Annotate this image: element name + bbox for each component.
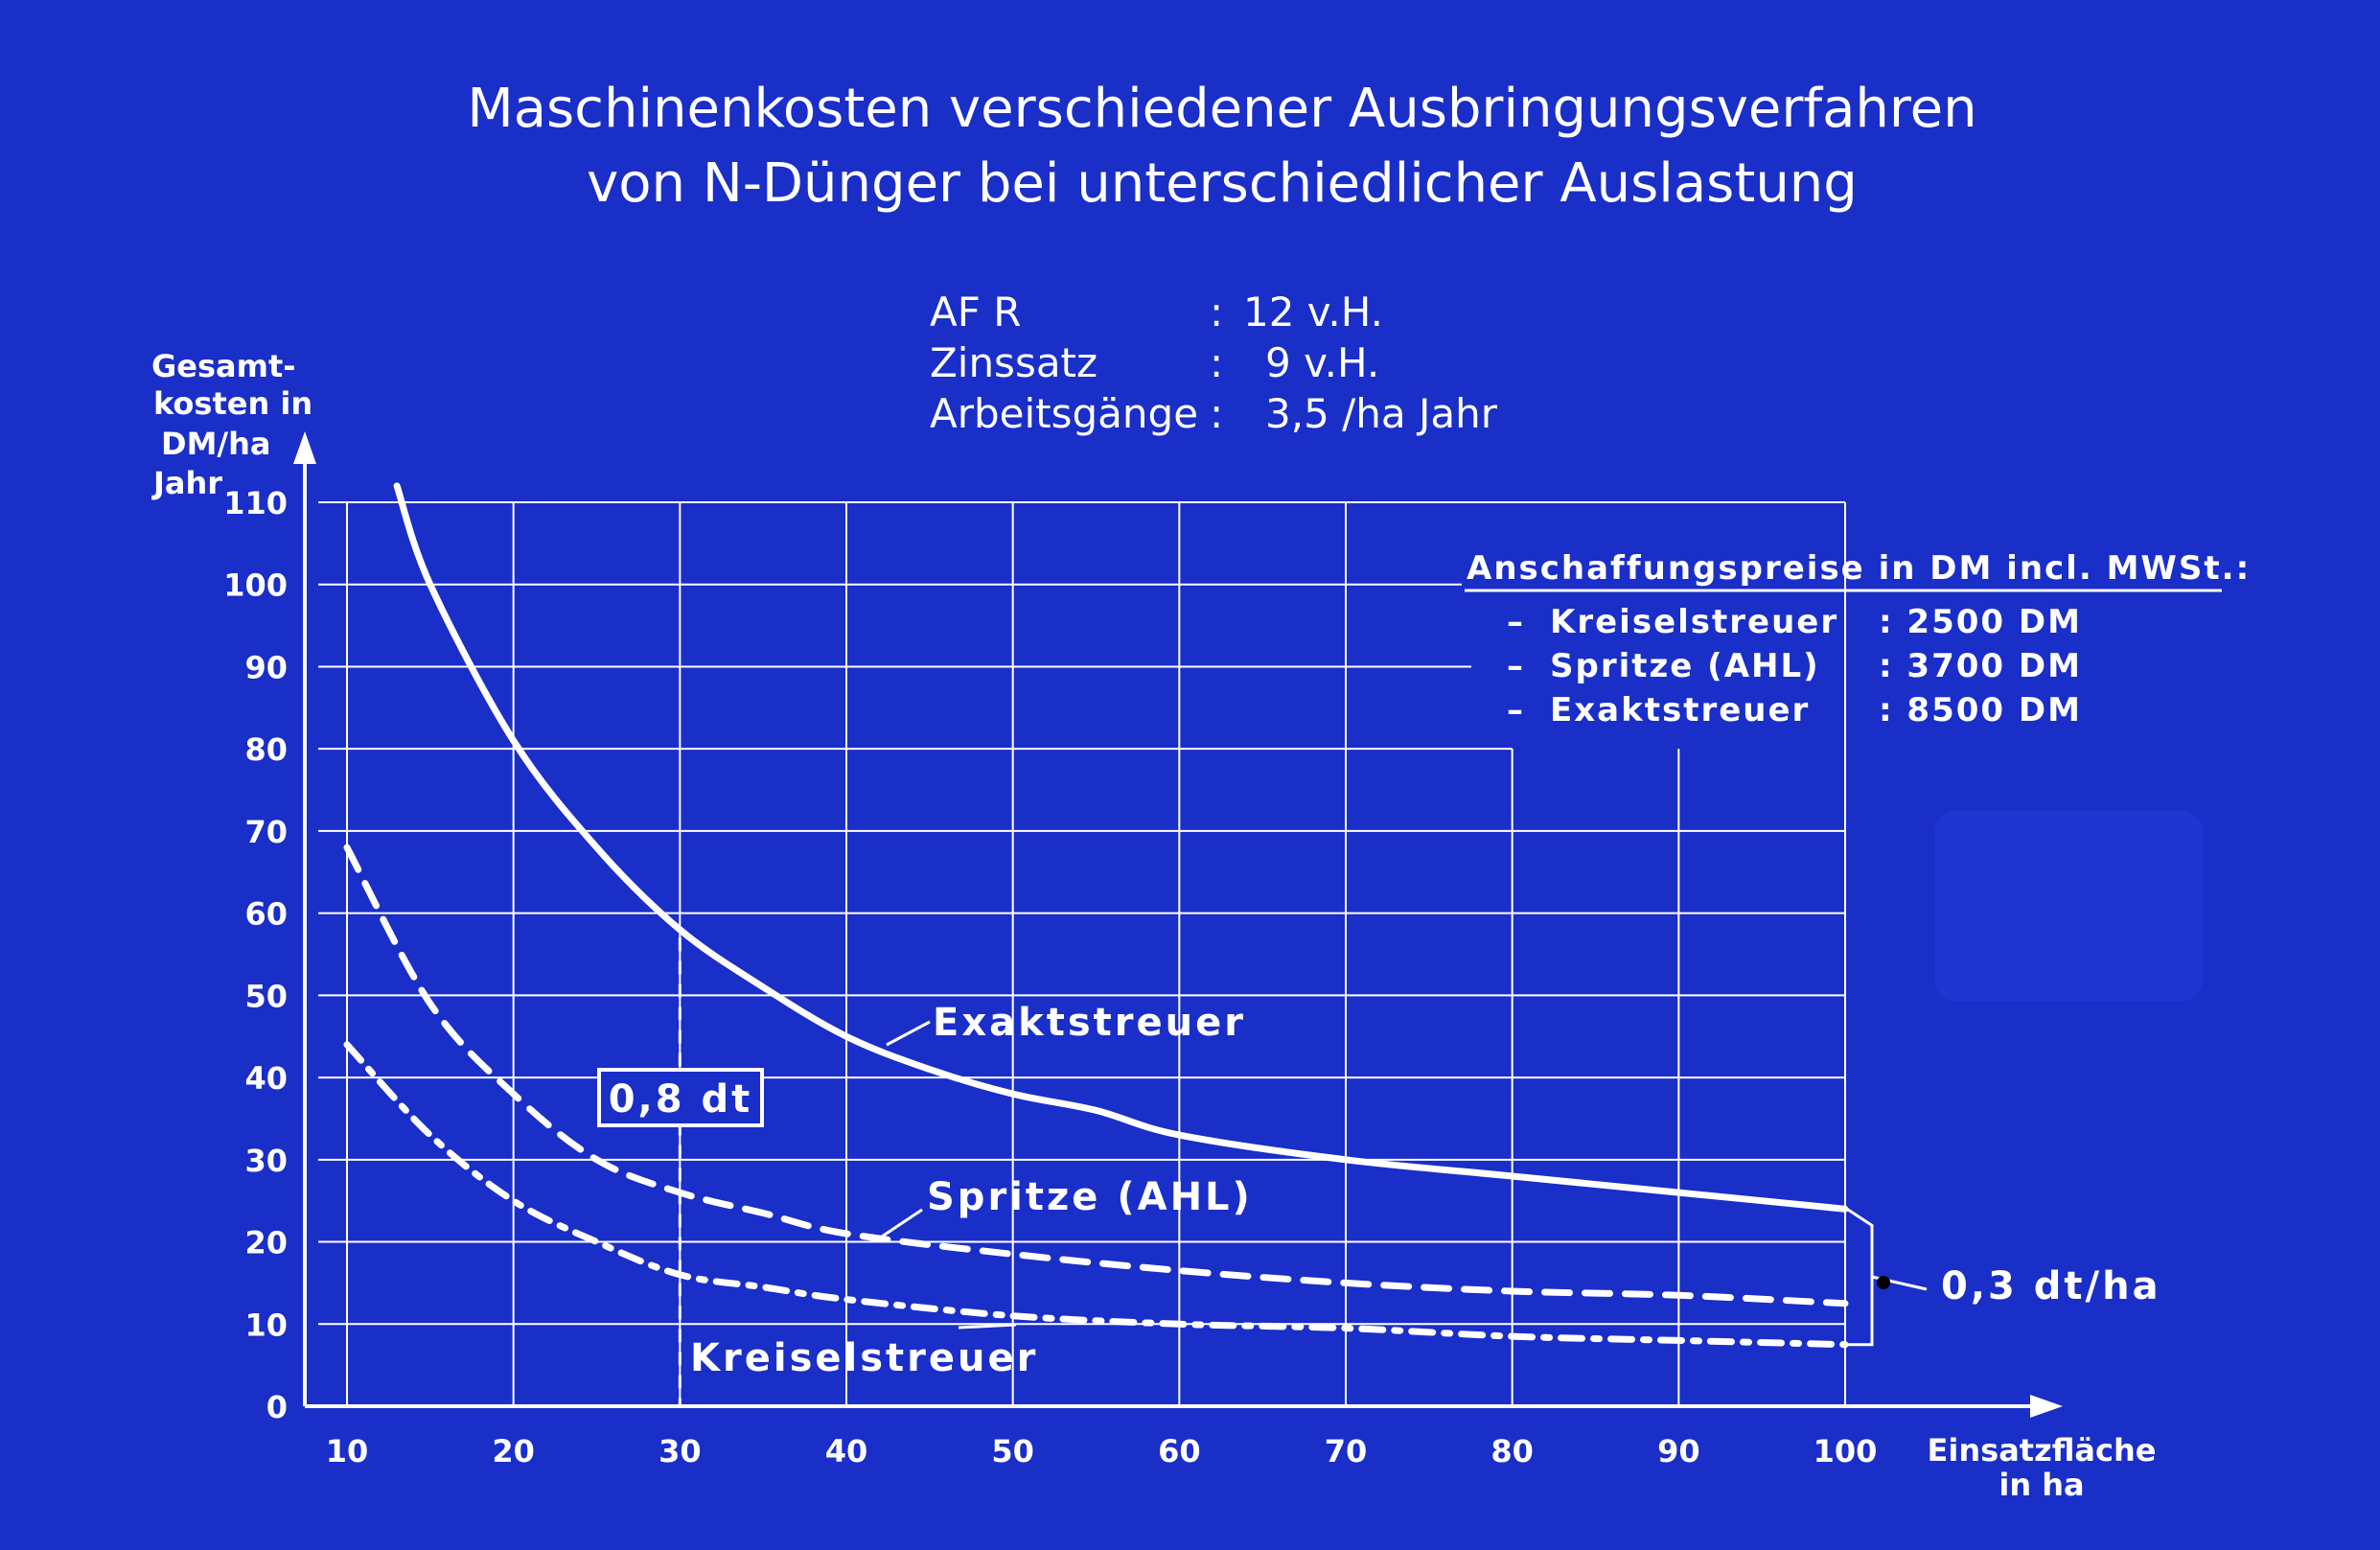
curve-label-spritze: Spritze (AHL) — [927, 1175, 1253, 1219]
leader-spritze — [881, 1208, 923, 1238]
legend-name-kreiselstreuer: Kreiselstreuer — [1550, 603, 1838, 641]
legend-price-spritze: : 3700 DM — [1879, 647, 2082, 685]
x-tick-label-70: 70 — [1325, 1433, 1368, 1469]
legend-dash-kreiselstreuer: – — [1507, 603, 1525, 641]
param-label-arbeitsgaenge: Arbeitsgänge — [930, 390, 1198, 437]
curve-label-kreiselstreuer: Kreiselstreuer — [690, 1336, 1038, 1380]
x-axis-label-line-1: Einsatzfläche — [1928, 1432, 2157, 1469]
y-tick-label-0: 0 — [266, 1389, 288, 1425]
curve-label-exaktstreuer: Exaktstreuer — [933, 1001, 1246, 1045]
x-tick-label-30: 30 — [659, 1433, 702, 1469]
param-value-arbeitsgaenge: 3,5 /ha Jahr — [1265, 390, 1498, 437]
price-legend: Anschaffungspreise in DM incl. MWSt.: – … — [1465, 549, 2251, 729]
y-tick-label-60: 60 — [244, 896, 288, 933]
legend-price-kreiselstreuer: : 2500 DM — [1879, 603, 2082, 641]
y-axis-label-line-1: Gesamt- — [151, 348, 296, 384]
y-tick-label-110: 110 — [223, 485, 288, 521]
axes: 10 20 30 40 50 60 70 80 90 100 0 10 20 30 40 50 60 70 80 90… — [223, 431, 2063, 1469]
param-sep-afa: : — [1210, 289, 1223, 335]
annotation-0-8-dt-box — [597, 1068, 764, 1127]
y-tick-label-80: 80 — [244, 731, 288, 768]
param-value-afa: 12 v.H. — [1243, 289, 1383, 335]
x-axis-label: Einsatzfläche in ha — [1928, 1432, 2157, 1503]
annotation-pointer-dot — [1877, 1276, 1890, 1289]
y-axis-label: Gesamt- kosten in DM/ha Jahr — [151, 348, 312, 501]
x-tick-label-40: 40 — [825, 1433, 868, 1469]
x-axis-arrow — [2030, 1395, 2063, 1418]
y-tick-label-30: 30 — [244, 1143, 288, 1179]
series-line-kreiselstreuer — [343, 1041, 1849, 1349]
y-tick-label-70: 70 — [244, 814, 288, 850]
y-tick-label-10: 10 — [244, 1307, 288, 1343]
param-value-zinssatz: 9 v.H. — [1265, 339, 1379, 386]
series-line-spritze-ahl — [343, 844, 1849, 1307]
parameter-block: AF R : 12 v.H. Zinssatz : 9 v.H. Arbeits… — [930, 289, 1498, 437]
legend-name-spritze: Spritze (AHL) — [1550, 647, 1820, 685]
x-tick-label-90: 90 — [1657, 1433, 1700, 1469]
sticker-patch — [1934, 810, 2203, 1002]
y-tick-label-100: 100 — [223, 567, 288, 604]
x-tick-label-100: 100 — [1814, 1433, 1878, 1469]
series-line-exaktstreuer — [393, 482, 1849, 1213]
x-tick-label-60: 60 — [1158, 1433, 1201, 1469]
series — [343, 482, 1849, 1349]
y-axis-label-line-2: kosten in — [153, 385, 312, 422]
leader-exaktstreuer — [886, 1020, 931, 1047]
y-axis-arrow — [293, 431, 316, 464]
annotation-0-8-dt-text: 0,8 dt — [609, 1077, 753, 1122]
legend-dash-exaktstreuer: – — [1507, 691, 1525, 729]
param-label-afa: AF R — [930, 289, 1021, 335]
x-tick-label-20: 20 — [492, 1433, 535, 1469]
y-tick-label-40: 40 — [244, 1060, 288, 1097]
legend-dash-spritze: – — [1507, 647, 1525, 685]
param-sep-arbeitsgaenge: : — [1210, 390, 1223, 437]
x-tick-label-80: 80 — [1490, 1433, 1534, 1469]
annotation-bracket — [1846, 1207, 1874, 1347]
annotations — [597, 937, 1928, 1406]
grid — [318, 501, 1846, 1406]
y-tick-label-90: 90 — [244, 649, 288, 685]
chart-title-line-1: Maschinenkosten verschiedener Ausbringun… — [467, 78, 1976, 140]
param-label-zinssatz: Zinssatz — [930, 339, 1098, 386]
x-tick-label-10: 10 — [326, 1433, 369, 1469]
leader-kreiselstreuer — [958, 1323, 1017, 1330]
annotation-0-3-dt-ha-text: 0,3 dt/ha — [1941, 1264, 2161, 1308]
param-sep-zinssatz: : — [1210, 339, 1223, 386]
y-tick-label-50: 50 — [244, 978, 288, 1014]
y-axis-label-line-3: DM/ha — [161, 426, 270, 462]
x-tick-label-50: 50 — [991, 1433, 1034, 1469]
y-tick-label-20: 20 — [244, 1225, 288, 1261]
x-axis-label-line-2: in ha — [1999, 1467, 2084, 1503]
legend-price-exaktstreuer: : 8500 DM — [1879, 691, 2082, 729]
price-legend-title: Anschaffungspreise in DM incl. MWSt.: — [1467, 549, 2251, 588]
y-axis-label-line-4: Jahr — [151, 465, 222, 501]
chart-title-line-2: von N-Dünger bei unterschiedlicher Ausla… — [587, 152, 1858, 215]
legend-name-exaktstreuer: Exaktstreuer — [1550, 691, 1810, 729]
